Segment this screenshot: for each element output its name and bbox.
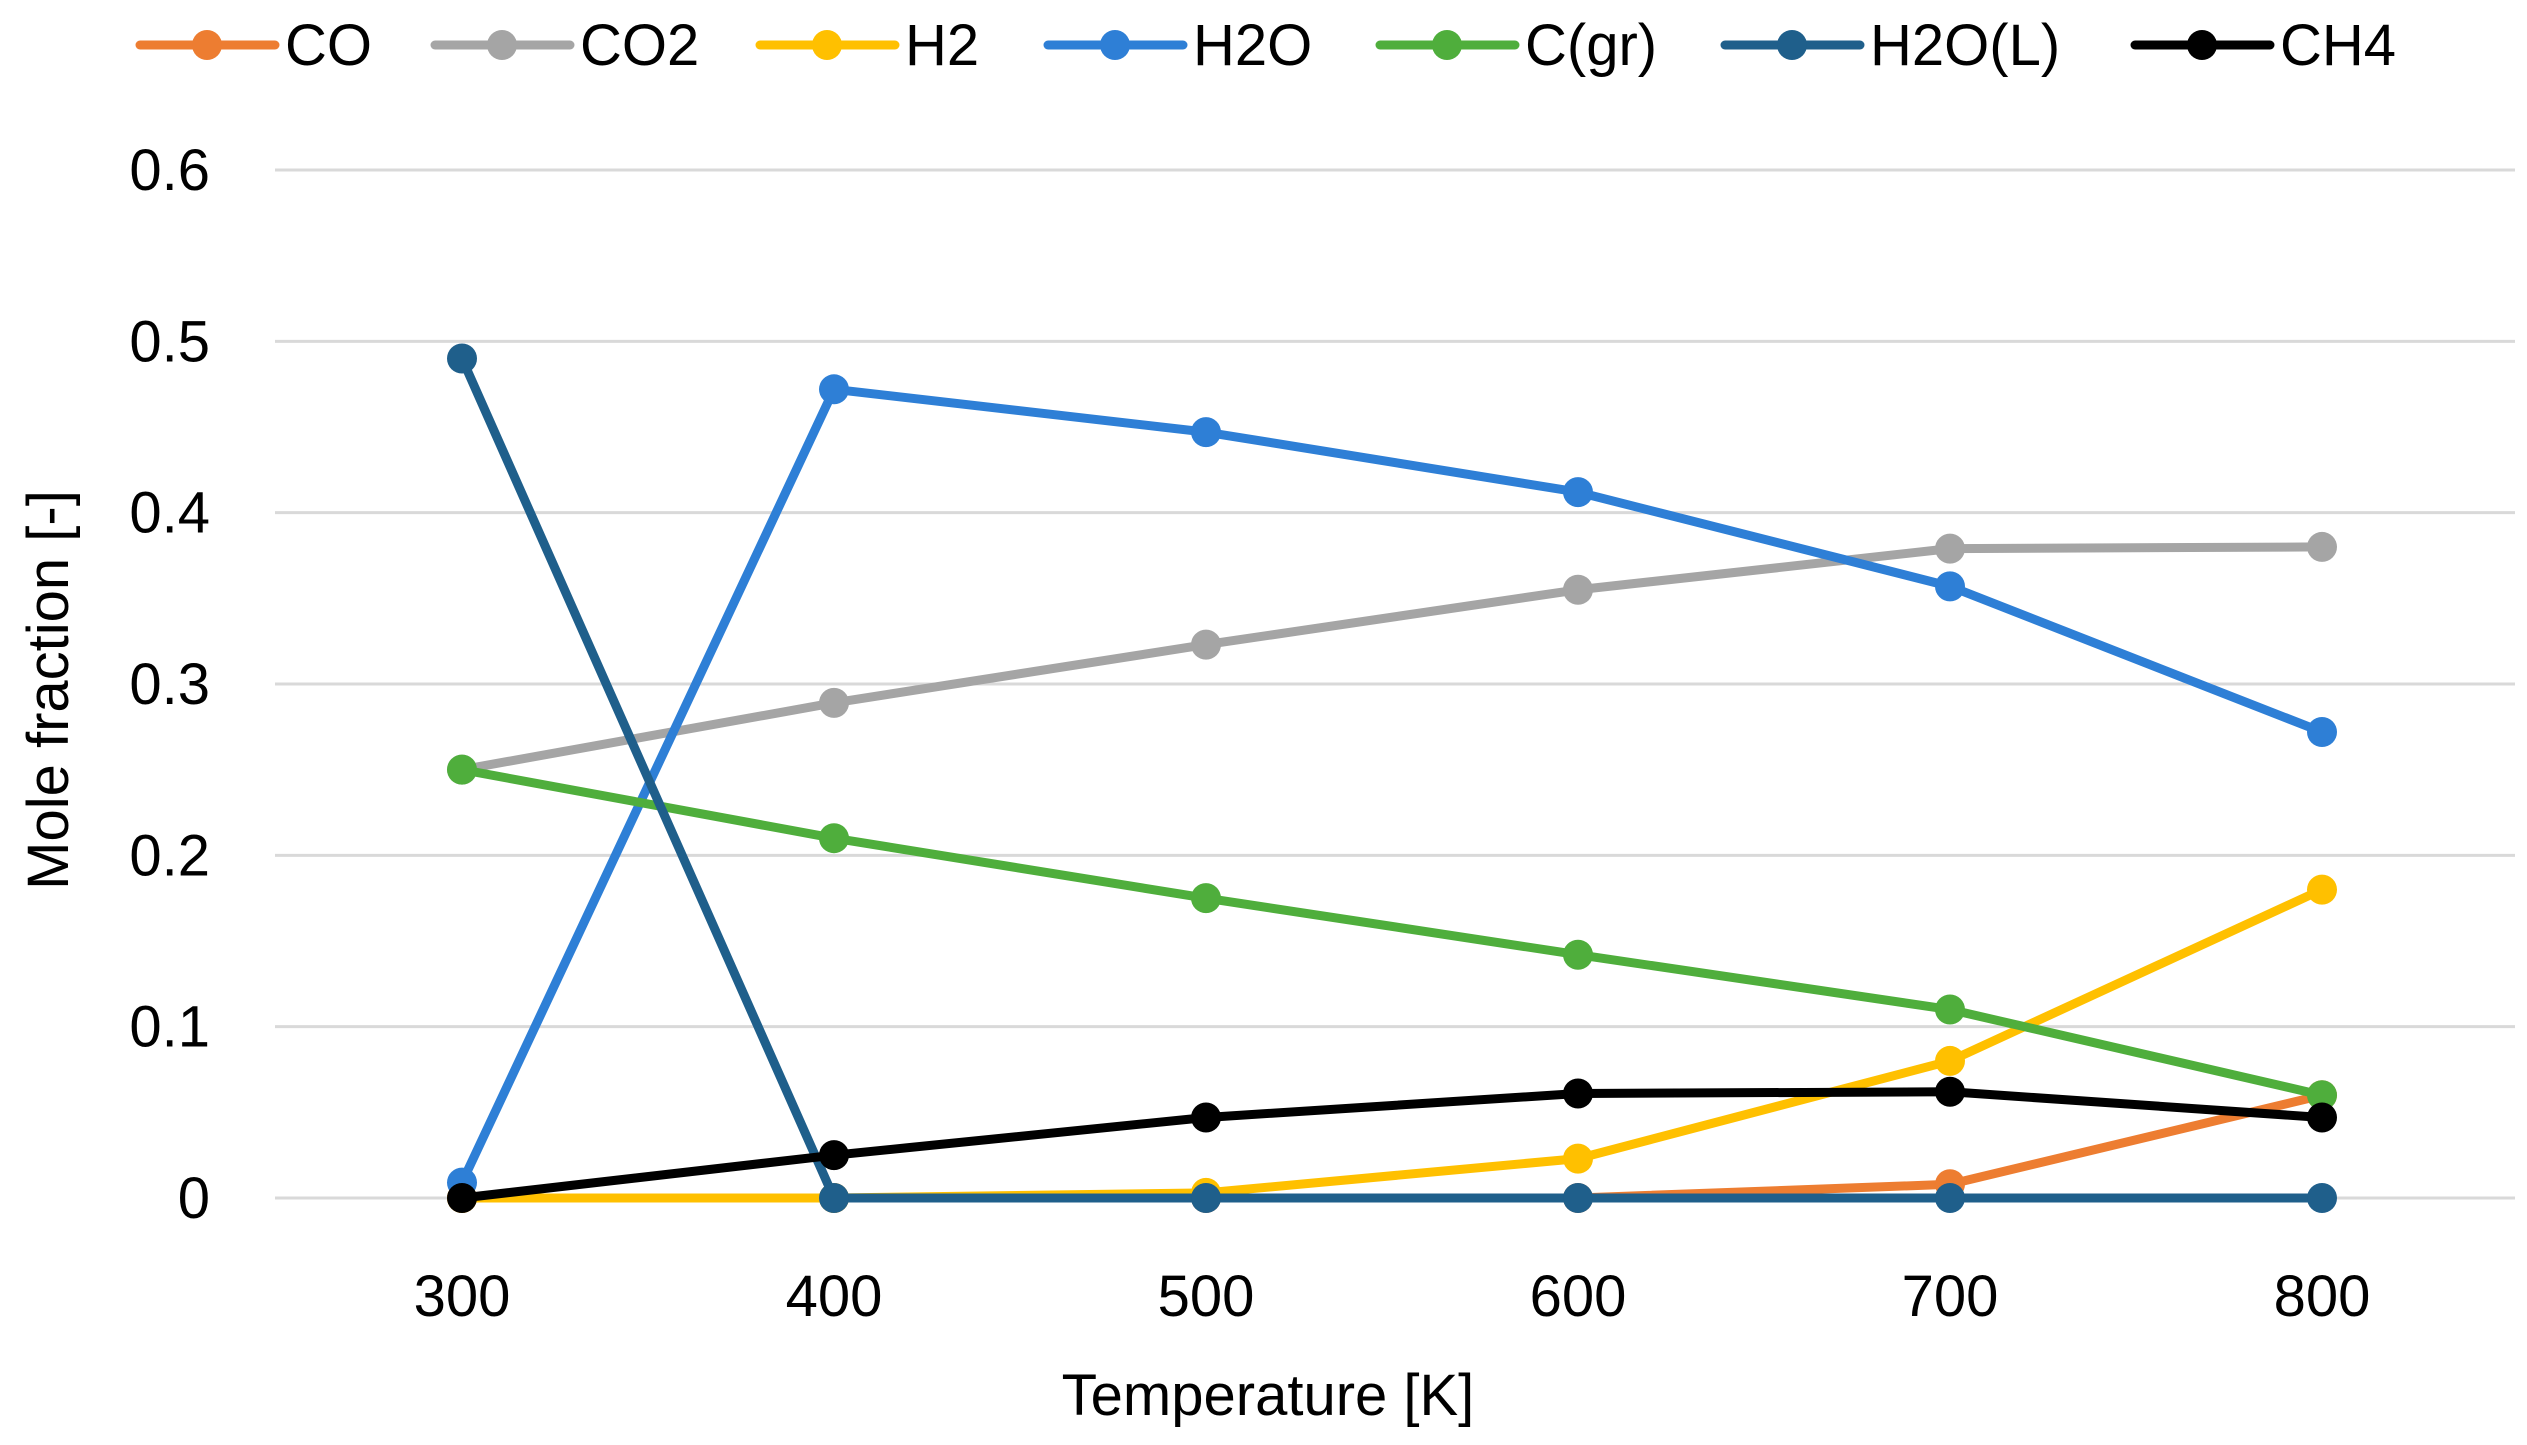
data-point-h2 — [1935, 1045, 1965, 1076]
gridlines — [275, 168, 2515, 1200]
y-tick-label: 0.5 — [129, 309, 210, 374]
data-point-h2o — [819, 374, 849, 405]
legend-entry-c-gr: C(gr) — [1375, 13, 1657, 78]
legend-marker-co — [192, 30, 222, 60]
data-point-c-gr — [819, 823, 849, 854]
x-tick-label: 700 — [1902, 1264, 1999, 1329]
data-point-h2o — [1563, 477, 1593, 508]
legend-entry-co: CO — [135, 13, 372, 78]
data-point-h2o-l — [447, 343, 477, 374]
data-point-h2 — [2307, 874, 2337, 905]
legend-entry-h2o-l: H2O(L) — [1720, 13, 2060, 78]
x-tick-label: 300 — [414, 1264, 511, 1329]
legend-label-h2o: H2O — [1193, 13, 1312, 78]
data-point-c-gr — [447, 754, 477, 785]
series-h2o — [447, 374, 2337, 1198]
data-point-co2 — [1563, 574, 1593, 605]
x-tick-label: 500 — [1158, 1264, 1255, 1329]
x-axis-tick-labels: 300 400 500 600 700 800 — [414, 1264, 2371, 1329]
series-lines — [447, 343, 2337, 1213]
data-point-h2o-l — [1563, 1183, 1593, 1213]
legend-entry-h2: H2 — [755, 13, 979, 78]
legend-marker-co2 — [487, 30, 517, 60]
data-point-h2o — [1191, 417, 1221, 448]
series-line-h2o-l — [457, 353, 2327, 1203]
data-point-ch4 — [1935, 1076, 1965, 1107]
series-c-gr — [447, 754, 2337, 1111]
legend-label-h2: H2 — [905, 13, 979, 78]
y-tick-label: 0.6 — [129, 138, 210, 203]
y-tick-label: 0.1 — [129, 995, 210, 1060]
legend-marker-h2o-l — [1777, 30, 1807, 60]
data-point-c-gr — [1563, 939, 1593, 970]
legend-label-h2o-l: H2O(L) — [1870, 13, 2060, 78]
data-point-c-gr — [2307, 1080, 2337, 1111]
data-point-c-gr — [1935, 994, 1965, 1025]
data-point-co2 — [819, 687, 849, 718]
y-tick-label: 0 — [178, 1166, 210, 1231]
legend: CO CO2 H2 H2O C(gr) H2O(L) CH4 — [135, 13, 2396, 78]
legend-entry-ch4: CH4 — [2130, 13, 2396, 78]
data-point-h2o — [1935, 571, 1965, 602]
data-point-h2o-l — [819, 1183, 849, 1213]
data-point-ch4 — [2307, 1102, 2337, 1133]
series-co2 — [447, 531, 2337, 785]
series-line-h2 — [457, 885, 2327, 1203]
series-h2o-l — [447, 343, 2337, 1213]
legend-marker-ch4 — [2187, 30, 2217, 60]
y-axis-tick-labels: 0 0.1 0.2 0.3 0.4 0.5 0.6 — [129, 138, 210, 1231]
legend-entry-co2: CO2 — [430, 13, 699, 78]
data-point-ch4 — [447, 1183, 477, 1213]
data-point-h2o-l — [1935, 1183, 1965, 1213]
data-point-h2o-l — [2307, 1183, 2337, 1213]
y-tick-label: 0.4 — [129, 481, 210, 546]
data-point-c-gr — [1191, 883, 1221, 914]
legend-label-c-gr: C(gr) — [1525, 13, 1657, 78]
legend-entry-h2o: H2O — [1043, 13, 1312, 78]
x-axis-title: Temperature [K] — [1062, 1363, 1475, 1428]
legend-marker-h2o — [1100, 30, 1130, 60]
data-point-co2 — [2307, 531, 2337, 562]
data-point-co2 — [1935, 533, 1965, 564]
data-point-co2 — [1191, 629, 1221, 660]
x-tick-label: 400 — [786, 1264, 883, 1329]
data-point-ch4 — [819, 1140, 849, 1171]
y-tick-label: 0.2 — [129, 823, 210, 888]
legend-marker-c-gr — [1432, 30, 1462, 60]
data-point-h2 — [1563, 1143, 1593, 1174]
x-tick-label: 600 — [1530, 1264, 1627, 1329]
y-axis-title: Mole fraction [-] — [16, 490, 81, 890]
legend-marker-h2 — [812, 30, 842, 60]
x-tick-label: 800 — [2274, 1264, 2371, 1329]
series-line-co — [457, 1090, 2327, 1203]
legend-label-co2: CO2 — [580, 13, 699, 78]
legend-label-co: CO — [285, 13, 372, 78]
series-line-co2 — [457, 542, 2327, 775]
data-point-ch4 — [1563, 1078, 1593, 1109]
legend-label-ch4: CH4 — [2280, 13, 2396, 78]
data-point-h2o — [2307, 716, 2337, 747]
series-line-h2o — [457, 384, 2327, 1188]
series-ch4 — [447, 1076, 2337, 1213]
series-line-c-gr — [457, 765, 2327, 1100]
y-tick-label: 0.3 — [129, 652, 210, 717]
data-point-ch4 — [1191, 1102, 1221, 1133]
series-line-ch4 — [457, 1087, 2327, 1203]
data-point-h2o-l — [1191, 1183, 1221, 1213]
